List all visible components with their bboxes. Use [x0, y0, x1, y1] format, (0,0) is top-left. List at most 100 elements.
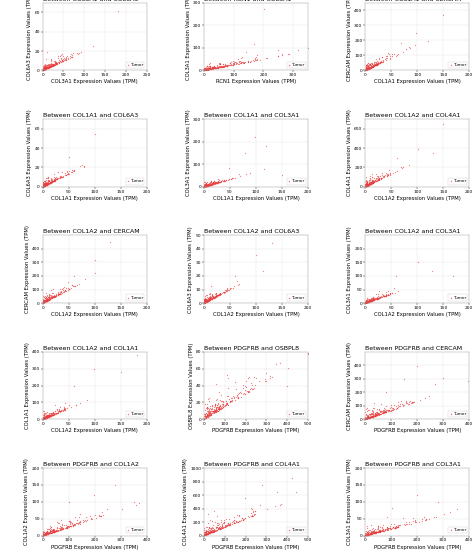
Tumor: [208, 294, 216, 303]
Tumor: [42, 530, 49, 538]
Tumor: [363, 297, 371, 306]
Tumor: [369, 527, 377, 536]
Tumor: [39, 295, 47, 304]
Tumor: [210, 405, 218, 414]
Tumor: [202, 296, 210, 305]
Tumor: [374, 175, 382, 184]
Tumor: [204, 64, 211, 73]
Tumor: [206, 528, 214, 537]
Tumor: [65, 284, 73, 293]
Tumor: [370, 528, 378, 537]
Tumor: [373, 59, 381, 68]
Tumor: [369, 177, 376, 186]
Tumor: [46, 295, 54, 304]
Tumor: [204, 295, 211, 304]
Tumor: [222, 398, 230, 407]
Tumor: [210, 293, 218, 302]
Tumor: [39, 181, 47, 190]
Tumor: [367, 412, 375, 421]
Tumor: [392, 51, 400, 60]
Tumor: [284, 363, 292, 372]
Tumor: [363, 415, 370, 424]
Tumor: [362, 415, 369, 424]
Tumor: [73, 518, 81, 527]
Tumor: [241, 382, 248, 391]
Tumor: [366, 63, 374, 72]
Tumor: [367, 296, 375, 305]
Tumor: [39, 181, 47, 190]
Text: Between COL1A2 and COL3A1: Between COL1A2 and COL3A1: [365, 229, 461, 234]
Tumor: [369, 529, 377, 538]
Tumor: [372, 410, 380, 418]
Tumor: [201, 415, 208, 424]
Tumor: [367, 62, 375, 71]
Tumor: [44, 412, 52, 421]
Tumor: [209, 179, 216, 188]
Tumor: [368, 179, 375, 187]
Tumor: [48, 409, 56, 418]
Tumor: [204, 181, 212, 190]
Tumor: [206, 527, 214, 536]
Tumor: [215, 63, 223, 72]
Y-axis label: COL6A3 Expression Values (TPM): COL6A3 Expression Values (TPM): [27, 109, 32, 196]
Tumor: [374, 59, 382, 68]
Tumor: [46, 178, 54, 187]
Tumor: [206, 527, 214, 536]
Tumor: [73, 516, 81, 525]
Tumor: [58, 525, 66, 534]
Tumor: [48, 527, 55, 536]
Tumor: [74, 519, 82, 528]
Tumor: [41, 64, 49, 73]
Tumor: [278, 171, 285, 180]
Tumor: [381, 406, 389, 415]
Tumor: [393, 522, 401, 531]
Tumor: [204, 407, 212, 416]
Tumor: [56, 172, 64, 181]
Tumor: [237, 392, 245, 401]
Tumor: [366, 180, 374, 189]
Tumor: [263, 369, 270, 378]
Tumor: [226, 59, 234, 68]
Text: Between RCN1 and COL3A1: Between RCN1 and COL3A1: [204, 0, 292, 2]
Tumor: [215, 59, 223, 68]
X-axis label: PDGFRB Expression Values (TPM): PDGFRB Expression Values (TPM): [212, 428, 300, 433]
Tumor: [42, 412, 50, 421]
Tumor: [362, 60, 370, 69]
Tumor: [208, 406, 216, 415]
Tumor: [381, 55, 389, 64]
Legend: Tumor: Tumor: [448, 527, 467, 533]
Tumor: [61, 169, 69, 178]
Tumor: [202, 295, 210, 304]
Tumor: [363, 181, 370, 190]
Tumor: [368, 176, 376, 185]
Tumor: [39, 65, 47, 74]
Tumor: [375, 527, 383, 536]
Tumor: [365, 179, 373, 187]
Tumor: [375, 174, 383, 182]
Tumor: [44, 296, 52, 305]
Tumor: [368, 63, 375, 72]
Tumor: [367, 62, 375, 71]
Tumor: [201, 297, 208, 306]
Tumor: [366, 62, 374, 71]
Tumor: [47, 59, 55, 68]
Tumor: [46, 524, 54, 533]
Tumor: [39, 531, 46, 540]
Tumor: [371, 410, 378, 419]
Tumor: [362, 182, 370, 191]
Tumor: [87, 514, 94, 523]
Tumor: [244, 511, 252, 520]
Tumor: [42, 530, 49, 539]
Tumor: [220, 62, 228, 71]
Tumor: [55, 406, 63, 415]
Tumor: [215, 291, 222, 300]
Tumor: [367, 410, 375, 418]
Tumor: [208, 180, 215, 189]
Tumor: [365, 180, 373, 189]
Tumor: [363, 298, 371, 307]
Tumor: [227, 520, 234, 529]
Tumor: [207, 180, 214, 189]
Tumor: [42, 180, 50, 189]
Tumor: [382, 170, 389, 179]
Tumor: [41, 527, 48, 536]
